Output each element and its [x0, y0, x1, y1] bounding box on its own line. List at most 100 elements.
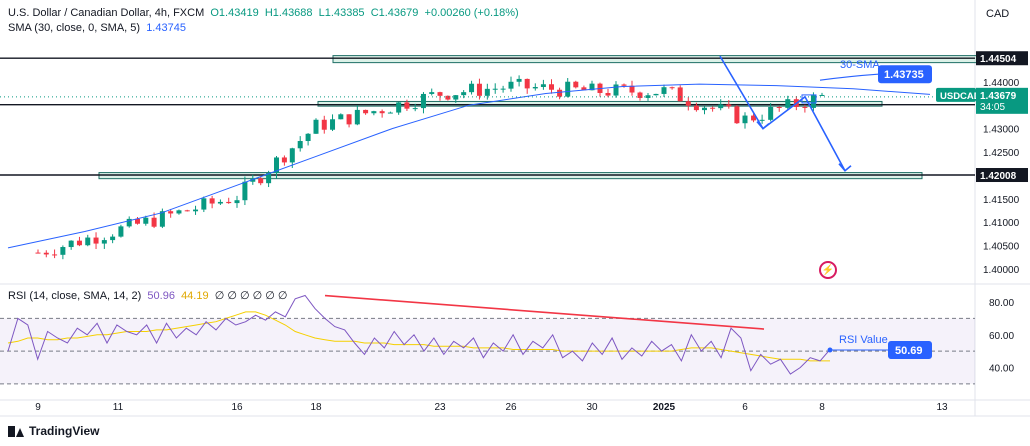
candle-body[interactable] — [101, 240, 107, 244]
candle-body[interactable] — [321, 119, 327, 130]
candle-body[interactable] — [685, 101, 691, 106]
candle-body[interactable] — [93, 237, 99, 244]
recommendation-icon[interactable]: ⚡ — [819, 261, 837, 279]
candle-body[interactable] — [159, 211, 165, 227]
candle-body[interactable] — [201, 198, 207, 210]
candle-body[interactable] — [371, 111, 377, 114]
candle-body[interactable] — [669, 87, 675, 89]
candle-body[interactable] — [751, 115, 757, 121]
rsi-ma-line[interactable] — [7, 311, 830, 362]
candle-body[interactable] — [768, 107, 774, 120]
candle-body[interactable] — [297, 141, 303, 149]
candle-body[interactable] — [412, 108, 418, 110]
symbol-tag[interactable] — [936, 87, 976, 102]
rsi-value-tag[interactable] — [888, 340, 932, 359]
candle-body[interactable] — [305, 133, 311, 142]
candle-body[interactable] — [338, 114, 344, 120]
candle-body[interactable] — [363, 109, 369, 114]
candle-body[interactable] — [710, 107, 716, 109]
candle-body[interactable] — [151, 217, 157, 227]
candle-body[interactable] — [168, 211, 174, 214]
candle-body[interactable] — [742, 115, 748, 124]
candle-body[interactable] — [661, 87, 667, 94]
candle-body[interactable] — [250, 178, 256, 182]
candle-body[interactable] — [484, 88, 490, 96]
candle-body[interactable] — [785, 99, 791, 108]
rsi-line[interactable] — [7, 294, 831, 375]
candle-body[interactable] — [281, 157, 287, 163]
candle-body[interactable] — [734, 106, 740, 124]
rsi-legend[interactable]: RSI (14, close, SMA, 14, 2) 50.96 44.19 … — [8, 289, 288, 302]
support-resistance-zone[interactable] — [332, 55, 978, 64]
candle-body[interactable] — [589, 83, 595, 91]
candle-body[interactable] — [540, 84, 546, 87]
candle-body[interactable] — [242, 181, 248, 201]
candle-body[interactable] — [184, 210, 190, 212]
candle-body[interactable] — [445, 95, 451, 100]
rsi-divergence-trendline[interactable] — [324, 294, 765, 330]
candle-body[interactable] — [52, 254, 58, 256]
candle-body[interactable] — [759, 119, 765, 121]
candle-body[interactable] — [605, 92, 611, 96]
candle-body[interactable] — [429, 92, 435, 94]
candle-body[interactable] — [43, 252, 49, 255]
candle-body[interactable] — [557, 89, 563, 97]
candle-body[interactable] — [118, 226, 124, 237]
candle-body[interactable] — [718, 104, 724, 109]
candle-body[interactable] — [404, 102, 410, 109]
candle-body[interactable] — [85, 237, 91, 246]
candle-body[interactable] — [476, 83, 482, 96]
candle-body[interactable] — [802, 106, 808, 108]
candle-body[interactable] — [126, 218, 132, 227]
symbol-name[interactable]: U.S. Dollar / Canadian Dollar, 4h, FXCM — [8, 7, 205, 19]
candle-body[interactable] — [110, 236, 116, 241]
candle-body[interactable] — [637, 92, 643, 98]
candle-body[interactable] — [226, 201, 232, 204]
candle-body[interactable] — [461, 92, 467, 96]
candle-body[interactable] — [819, 94, 825, 96]
candle-body[interactable] — [76, 240, 82, 246]
sma-legend[interactable]: SMA (30, close, 0, SMA, 5) 1.43745 — [8, 22, 186, 34]
candle-body[interactable] — [143, 217, 149, 224]
sma-value-tag[interactable] — [878, 65, 932, 84]
candle-body[interactable] — [60, 247, 66, 255]
candle-body[interactable] — [516, 78, 522, 82]
projection-arrow-path[interactable] — [719, 55, 846, 172]
candle-body[interactable] — [810, 95, 816, 108]
candle-body[interactable] — [217, 201, 223, 204]
candle-body[interactable] — [135, 218, 140, 224]
candle-body[interactable] — [176, 210, 182, 214]
candle-body[interactable] — [469, 83, 475, 93]
candle-body[interactable] — [289, 148, 295, 163]
candle-body[interactable] — [354, 109, 360, 125]
candle-body[interactable] — [313, 119, 319, 134]
candle-body[interactable] — [693, 105, 699, 111]
candle-body[interactable] — [35, 252, 41, 254]
candle-body[interactable] — [524, 78, 530, 89]
highlight-box[interactable] — [801, 94, 817, 104]
candle-body[interactable] — [68, 240, 74, 248]
candle-body[interactable] — [776, 107, 782, 109]
candle-body[interactable] — [209, 198, 215, 204]
candle-body[interactable] — [500, 88, 506, 90]
candle-body[interactable] — [420, 93, 426, 109]
candle-body[interactable] — [629, 85, 635, 93]
candle-body[interactable] — [653, 93, 659, 96]
candle-body[interactable] — [492, 88, 498, 90]
candle-body[interactable] — [621, 84, 627, 86]
candle-body[interactable] — [508, 81, 514, 89]
candle-body[interactable] — [565, 81, 571, 97]
candle-body[interactable] — [330, 119, 336, 130]
support-resistance-zone[interactable] — [317, 100, 883, 107]
candle-body[interactable] — [379, 111, 385, 114]
candle-body[interactable] — [234, 200, 240, 204]
sma-30-line[interactable] — [7, 83, 931, 249]
candle-body[interactable] — [193, 209, 199, 212]
candle-body[interactable] — [453, 95, 459, 100]
candle-body[interactable] — [258, 178, 264, 184]
candle-body[interactable] — [346, 114, 352, 125]
tradingview-logo[interactable]: TradingView — [8, 424, 99, 438]
candle-body[interactable] — [726, 104, 732, 107]
candle-body[interactable] — [613, 84, 619, 96]
